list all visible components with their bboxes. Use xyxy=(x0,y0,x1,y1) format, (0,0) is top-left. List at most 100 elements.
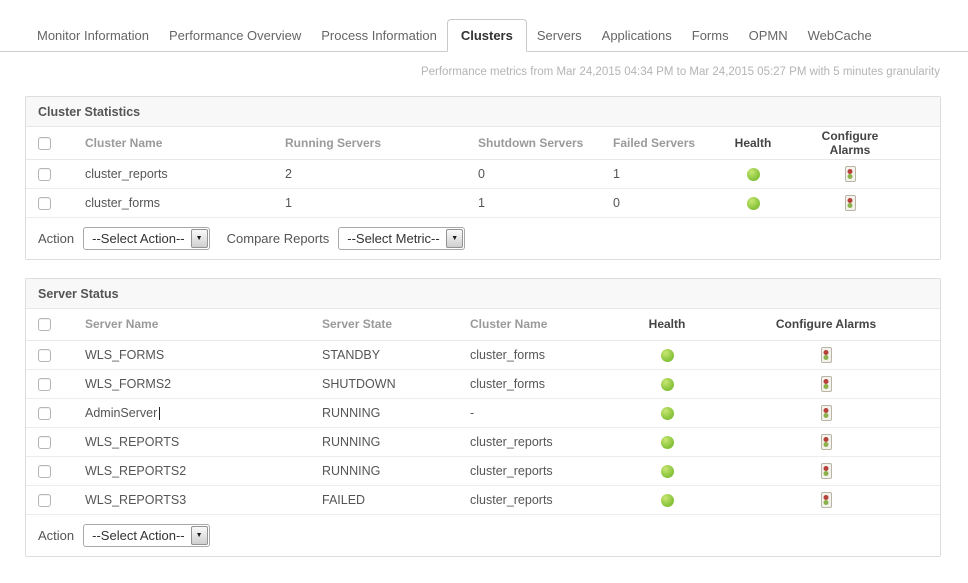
health-ok-icon xyxy=(660,465,674,479)
configure-alarms-icon[interactable] xyxy=(820,492,832,508)
table-header-row: Cluster Name Running Servers Shutdown Se… xyxy=(26,127,940,160)
server-state-value: RUNNING xyxy=(322,435,381,449)
health-ok-icon xyxy=(746,167,760,181)
row-checkbox[interactable] xyxy=(38,494,51,508)
select-all-checkbox[interactable] xyxy=(38,318,51,332)
row-checkbox[interactable] xyxy=(38,465,51,479)
table-row: WLS_REPORTS3 FAILED cluster_reports xyxy=(26,485,940,515)
server-state-value: RUNNING xyxy=(322,464,381,478)
shutdown-servers-value: 1 xyxy=(478,195,485,210)
selected-metric-value: --Select Metric-- xyxy=(347,230,440,246)
tab-performance-overview[interactable]: Performance Overview xyxy=(169,28,302,43)
cluster-name-value: cluster_forms xyxy=(470,348,546,362)
compare-reports-label: Compare Reports xyxy=(226,230,330,246)
column-configure-alarms: Configure Alarms xyxy=(801,127,899,160)
health-ok-icon xyxy=(746,196,760,210)
server-name-value: WLS_REPORTS xyxy=(85,435,180,449)
health-ok-icon xyxy=(660,378,674,392)
cluster-statistics-title: Cluster Statistics xyxy=(26,97,940,127)
server-name-value: WLS_REPORTS3 xyxy=(85,493,187,507)
column-failed-servers[interactable]: Failed Servers xyxy=(598,127,705,160)
server-state-value: FAILED xyxy=(322,493,366,507)
server-state-value: SHUTDOWN xyxy=(322,377,396,391)
configure-alarms-icon[interactable] xyxy=(820,376,832,392)
row-checkbox[interactable] xyxy=(38,436,51,450)
column-shutdown-servers[interactable]: Shutdown Servers xyxy=(463,127,598,160)
table-row: WLS_REPORTS RUNNING cluster_reports xyxy=(26,427,940,457)
server-status-title: Server Status xyxy=(26,278,940,309)
server-action-bar: Action --Select Action-- ▼ xyxy=(26,515,940,556)
compare-metric-select[interactable]: --Select Metric-- ▼ xyxy=(338,226,466,250)
cluster-action-select[interactable]: --Select Action-- ▼ xyxy=(83,226,210,250)
column-configure-alarms: Configure Alarms xyxy=(746,308,906,341)
table-header-row: Server Name Server State Cluster Name He… xyxy=(26,308,940,341)
server-name-value: WLS_FORMS xyxy=(85,348,165,362)
cluster-name-value: cluster_reports xyxy=(85,166,168,181)
action-label: Action xyxy=(38,528,75,543)
row-checkbox[interactable] xyxy=(38,407,51,421)
table-row: cluster_reports 2 0 1 xyxy=(26,159,940,189)
tab-bar: Monitor Information Performance Overview P… xyxy=(0,19,968,52)
table-row: WLS_REPORTS2 RUNNING cluster_reports xyxy=(26,456,940,486)
configure-alarms-icon[interactable] xyxy=(820,405,832,421)
cluster-statistics-panel: Cluster Statistics Cluster Name Running … xyxy=(25,96,941,260)
chevron-down-icon[interactable]: ▼ xyxy=(446,228,464,248)
cluster-name-value: cluster_reports xyxy=(470,435,553,449)
running-servers-value: 2 xyxy=(285,166,292,181)
column-running-servers[interactable]: Running Servers xyxy=(270,127,463,160)
action-label: Action xyxy=(38,230,75,246)
performance-metrics-caption: Performance metrics from Mar 24,2015 04:… xyxy=(420,66,940,78)
server-name-value: WLS_FORMS2 xyxy=(85,377,172,391)
column-server-name[interactable]: Server Name xyxy=(70,308,307,341)
row-checkbox[interactable] xyxy=(38,349,51,363)
selected-action-value: --Select Action-- xyxy=(92,230,185,246)
server-state-value: STANDBY xyxy=(322,348,381,362)
health-ok-icon xyxy=(660,349,674,363)
row-checkbox[interactable] xyxy=(38,196,51,210)
column-cluster-name[interactable]: Cluster Name xyxy=(455,308,588,341)
tab-monitor-information[interactable]: Monitor Information xyxy=(37,28,149,43)
configure-alarms-icon[interactable] xyxy=(844,165,856,182)
configure-alarms-icon[interactable] xyxy=(844,194,856,211)
chevron-down-icon[interactable]: ▼ xyxy=(190,526,208,545)
cluster-name-value: cluster_forms xyxy=(470,377,546,391)
text-cursor xyxy=(159,407,161,421)
tab-forms[interactable]: Forms xyxy=(691,28,729,43)
row-checkbox[interactable] xyxy=(38,167,51,181)
tab-webcache[interactable]: WebCache xyxy=(807,28,872,43)
select-all-checkbox[interactable] xyxy=(38,136,51,150)
health-ok-icon xyxy=(660,407,674,421)
configure-alarms-icon[interactable] xyxy=(820,347,832,363)
configure-alarms-icon[interactable] xyxy=(820,463,832,479)
tab-applications[interactable]: Applications xyxy=(601,28,672,43)
configure-alarms-icon[interactable] xyxy=(820,434,832,450)
chevron-down-icon[interactable]: ▼ xyxy=(190,228,208,248)
server-status-table: Server Name Server State Cluster Name He… xyxy=(26,308,940,515)
cluster-name-value: - xyxy=(470,406,475,420)
server-name-value: WLS_REPORTS2 xyxy=(85,464,187,478)
table-row: cluster_forms 1 1 0 xyxy=(26,188,940,218)
tab-opmn[interactable]: OPMN xyxy=(748,28,788,43)
running-servers-value: 1 xyxy=(285,195,292,210)
server-status-panel: Server Status Server Name Server State C… xyxy=(25,277,941,557)
column-health: Health xyxy=(705,127,801,160)
server-action-select[interactable]: --Select Action-- ▼ xyxy=(83,524,210,547)
column-server-state[interactable]: Server State xyxy=(307,308,455,341)
health-ok-icon xyxy=(660,494,674,508)
cluster-action-bar: Action --Select Action-- ▼ Compare Repor… xyxy=(26,218,940,259)
server-name-value: AdminServer xyxy=(85,405,158,420)
cluster-statistics-table: Cluster Name Running Servers Shutdown Se… xyxy=(26,127,940,218)
column-health: Health xyxy=(588,308,746,341)
failed-servers-value: 0 xyxy=(613,195,620,210)
selected-action-value: --Select Action-- xyxy=(92,528,185,543)
tab-process-information[interactable]: Process Information xyxy=(321,28,437,43)
cluster-name-value: cluster_reports xyxy=(470,493,553,507)
tab-clusters[interactable]: Clusters xyxy=(446,19,527,52)
column-cluster-name[interactable]: Cluster Name xyxy=(70,127,270,160)
tab-servers[interactable]: Servers xyxy=(536,28,582,43)
server-state-value: RUNNING xyxy=(322,406,381,420)
failed-servers-value: 1 xyxy=(613,166,620,181)
cluster-name-value: cluster_forms xyxy=(85,195,161,210)
row-checkbox[interactable] xyxy=(38,378,51,392)
table-row: WLS_FORMS STANDBY cluster_forms xyxy=(26,340,940,370)
